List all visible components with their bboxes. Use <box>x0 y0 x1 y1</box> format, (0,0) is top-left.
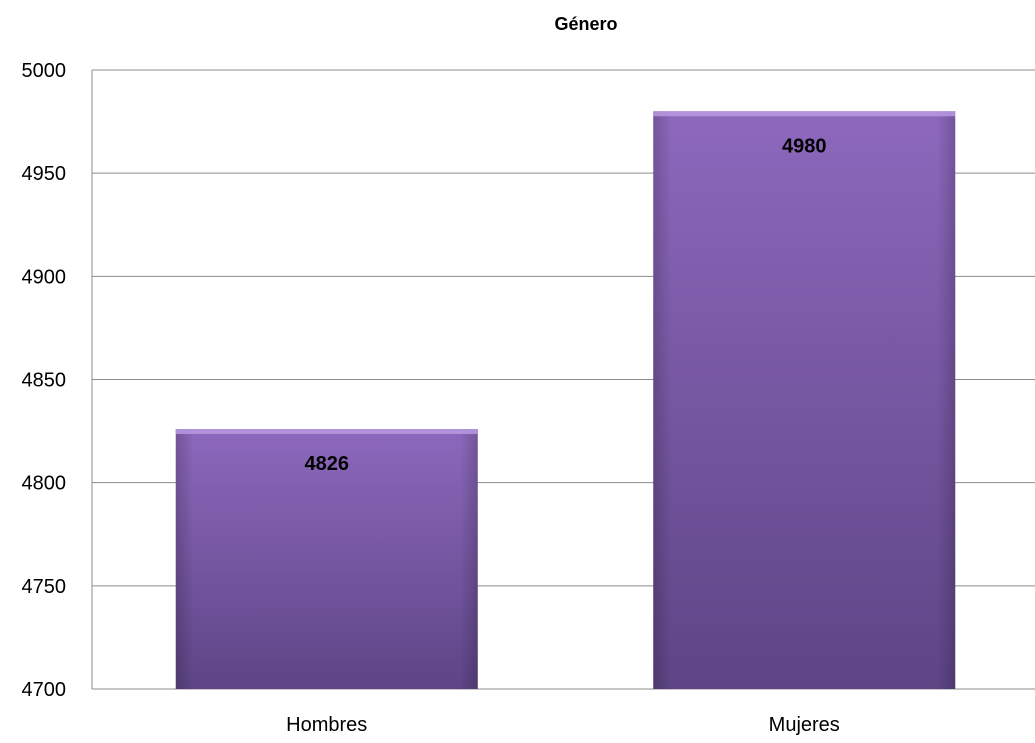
y-tick-label: 4950 <box>22 163 67 185</box>
x-category-label: Mujeres <box>769 714 840 736</box>
y-tick-label: 4700 <box>22 679 67 701</box>
x-axis-categories: Hombres Mujeres <box>286 714 840 736</box>
data-labels: 4826 4980 <box>305 135 827 475</box>
bar-shading <box>653 111 956 690</box>
bars <box>175 111 956 690</box>
data-label: 4980 <box>782 135 827 157</box>
x-category-label: Hombres <box>286 714 367 736</box>
data-label: 4826 <box>305 453 350 475</box>
bar-mujeres <box>653 111 956 690</box>
bar-top-edge <box>175 429 478 435</box>
bar-hombres <box>175 429 478 689</box>
y-tick-label: 4850 <box>22 370 67 392</box>
bar-shading <box>175 429 478 689</box>
y-tick-label: 4800 <box>22 473 67 495</box>
bar-top-edge <box>653 111 956 117</box>
y-axis-ticks: 4700 4750 4800 4850 4900 4950 5000 <box>22 60 67 701</box>
y-tick-label: 4900 <box>22 266 67 288</box>
y-tick-label: 4750 <box>22 576 67 598</box>
chart-title: Género <box>554 14 617 34</box>
y-tick-label: 5000 <box>22 60 67 82</box>
